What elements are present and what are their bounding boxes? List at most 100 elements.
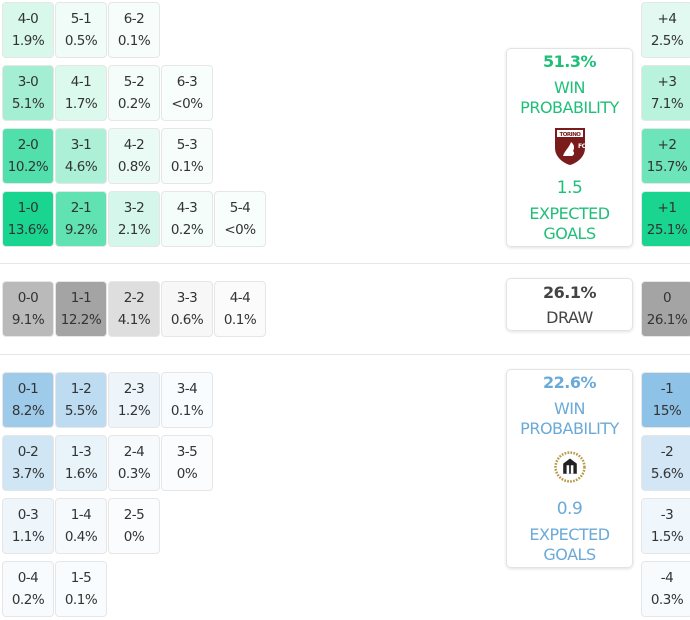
score-cell-home: 2-0 10.2% (2, 128, 54, 184)
score-cell-draw: 2-2 4.1% (108, 281, 160, 337)
score-label: 4-4 (229, 290, 251, 306)
margin-cell-away: -1 15% (641, 372, 690, 428)
probability-value: 10.2% (7, 159, 49, 175)
score-cell-home: 4-1 1.7% (55, 65, 107, 121)
score-label: 2-4 (123, 444, 145, 460)
probability-value: 9.1% (11, 312, 45, 328)
probability-value: 5.1% (11, 96, 45, 112)
away-xg-label: EXPECTED (529, 525, 610, 544)
probability-value: 7.1% (650, 96, 684, 112)
divider (0, 354, 690, 355)
probability-value: <0% (171, 96, 203, 112)
divider (0, 263, 690, 264)
probability-value: 0.1% (170, 403, 204, 419)
score-label: 0-4 (17, 570, 39, 586)
score-label: -4 (660, 570, 674, 586)
score-cell-home: 3-2 2.1% (108, 191, 160, 247)
score-label: 0-3 (17, 507, 39, 523)
probability-value: 0.1% (170, 159, 204, 175)
score-cell-home: 4-2 0.8% (108, 128, 160, 184)
score-label: 1-2 (70, 381, 92, 397)
probability-value: 15% (652, 403, 682, 419)
score-label: 0-0 (17, 290, 39, 306)
score-cell-away: 2-4 0.3% (108, 435, 160, 491)
score-cell-draw: 1-1 12.2% (55, 281, 107, 337)
probability-value: 3.7% (11, 466, 45, 482)
score-label: +1 (657, 200, 677, 216)
away-xg-label2: GOALS (543, 545, 596, 564)
score-label: 1-3 (70, 444, 92, 460)
probability-value: 0.1% (64, 592, 98, 608)
score-label: 3-3 (176, 290, 198, 306)
score-label: -3 (660, 507, 674, 523)
score-label: 6-3 (176, 74, 198, 90)
score-cell-away: 1-4 0.4% (55, 498, 107, 554)
probability-value: 4.6% (64, 159, 98, 175)
score-cell-away: 1-5 0.1% (55, 561, 107, 617)
probability-value: 0.5% (64, 33, 98, 49)
probability-value: 13.6% (7, 222, 49, 238)
score-label: 5-2 (123, 74, 145, 90)
probability-value: 0.1% (223, 312, 257, 328)
probability-value: 26.1% (646, 312, 688, 328)
score-cell-home: 5-1 0.5% (55, 2, 107, 58)
score-label: 6-2 (123, 11, 145, 27)
score-label: +2 (657, 137, 677, 153)
svg-text:FC: FC (578, 143, 587, 150)
score-label: 0-2 (17, 444, 39, 460)
score-label: 2-3 (123, 381, 145, 397)
home-xg: 1.5 (556, 178, 583, 198)
score-label: 1-5 (70, 570, 92, 586)
score-cell-home: 5-4 <0% (214, 191, 266, 247)
probability-value: 0.2% (117, 96, 151, 112)
score-cell-home: 4-3 0.2% (161, 191, 213, 247)
score-cell-home: 6-2 0.1% (108, 2, 160, 58)
home-xg-label: EXPECTED (529, 204, 610, 223)
probability-value: 0% (123, 529, 145, 545)
score-label: 2-5 (123, 507, 145, 523)
score-label: +4 (657, 11, 677, 27)
score-label: -1 (660, 381, 674, 397)
probability-value: 2.5% (650, 33, 684, 49)
margin-cell-draw: 0 26.1% (641, 281, 690, 337)
score-label: +3 (657, 74, 677, 90)
score-cell-away: 1-2 5.5% (55, 372, 107, 428)
margin-cell-away: -2 5.6% (641, 435, 690, 491)
draw-pct: 26.1% (542, 283, 597, 302)
draw-label: DRAW (546, 308, 593, 327)
margin-cell-home: +3 7.1% (641, 65, 690, 121)
score-label: 4-0 (17, 11, 39, 27)
away-win-label: WIN (553, 399, 586, 418)
margin-cell-home: +1 25.1% (641, 191, 690, 247)
score-cell-away: 3-4 0.1% (161, 372, 213, 428)
score-label: 4-3 (176, 200, 198, 216)
score-label: 5-3 (176, 137, 198, 153)
score-cell-away: 2-3 1.2% (108, 372, 160, 428)
score-cell-draw: 4-4 0.1% (214, 281, 266, 337)
home-summary-card: 51.3% WIN PROBABILITY TORINO FC 1.5 EXPEC… (506, 48, 633, 247)
probability-value: 1.7% (64, 96, 98, 112)
score-label: 5-1 (70, 11, 92, 27)
probability-value: <0% (224, 222, 256, 238)
probability-value: 8.2% (11, 403, 45, 419)
score-label: 2-1 (70, 200, 92, 216)
home-win-label2: PROBABILITY (520, 98, 619, 117)
probability-value: 25.1% (646, 222, 688, 238)
score-label: 3-1 (70, 137, 92, 153)
probability-value: 1.2% (117, 403, 151, 419)
score-label: 3-5 (176, 444, 198, 460)
probability-value: 1.9% (11, 33, 45, 49)
probability-value: 0% (176, 466, 198, 482)
score-label: 4-1 (70, 74, 92, 90)
score-label: -2 (660, 444, 674, 460)
away-win-pct: 22.6% (542, 373, 597, 392)
probability-value: 0.3% (117, 466, 151, 482)
probability-value: 12.2% (60, 312, 102, 328)
margin-cell-home: +4 2.5% (641, 2, 690, 58)
score-label: 5-4 (229, 200, 251, 216)
score-cell-away: 2-5 0% (108, 498, 160, 554)
score-cell-away: 0-1 8.2% (2, 372, 54, 428)
score-label: 0 (662, 290, 672, 306)
score-cell-away: 0-3 1.1% (2, 498, 54, 554)
home-win-pct: 51.3% (542, 52, 597, 71)
